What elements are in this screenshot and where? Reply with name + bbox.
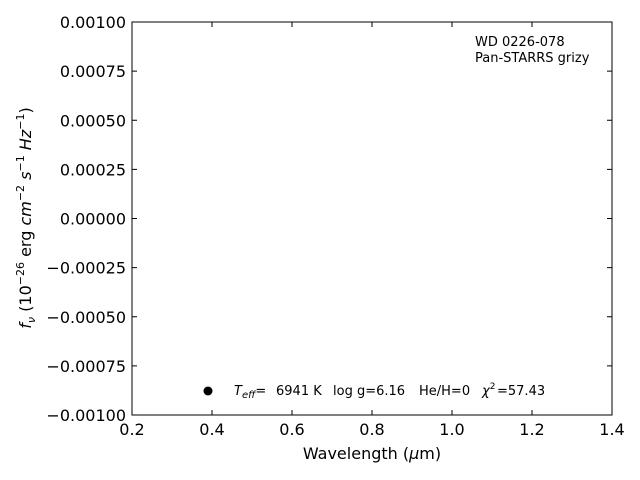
y-tick-label: −0.00025 <box>46 259 126 278</box>
y-axis-ticks: −0.00100 −0.00075 −0.00050 −0.00025 0.00000 0… <box>46 13 612 425</box>
x-tick-label: 1.0 <box>439 420 464 439</box>
y-tick-label: −0.00050 <box>46 308 126 327</box>
legend-marker <box>203 386 213 396</box>
y-tick-label: 0.00025 <box>60 160 126 179</box>
survey-name: Pan-STARRS grizy <box>475 51 590 66</box>
y-tick-label: 0.00075 <box>60 62 126 81</box>
fit-teff-value: 6941 K <box>276 384 322 399</box>
x-tick-label: 0.6 <box>279 420 304 439</box>
y-tick-label: 0.00000 <box>60 210 126 229</box>
y-tick-label: −0.00075 <box>46 357 126 376</box>
x-axis-ticks: 0.2 0.4 0.6 0.8 1.0 1.2 1.4 <box>119 22 625 439</box>
y-tick-label: 0.00100 <box>60 13 126 32</box>
fit-heh: He/H=0 <box>419 384 470 399</box>
fit-teff-label: Teff= <box>234 384 266 401</box>
y-tick-label: −0.00100 <box>46 406 126 425</box>
x-tick-label: 0.4 <box>199 420 224 439</box>
y-tick-label: 0.00050 <box>60 111 126 130</box>
x-tick-label: 0.2 <box>119 420 144 439</box>
x-tick-label: 1.2 <box>519 420 544 439</box>
x-tick-label: 0.8 <box>359 420 384 439</box>
fit-chi2-value: =57.43 <box>497 384 545 399</box>
y-axis-label: fν (10−26 erg cm−2 s−1 Hz−1) <box>14 107 38 328</box>
fit-logg: log g=6.16 <box>333 384 405 399</box>
x-tick-label: 1.4 <box>599 420 624 439</box>
x-axis-label: Wavelength (μm) <box>303 444 441 463</box>
object-name: WD 0226-078 <box>475 35 565 50</box>
fit-chi2-symbol: χ2 <box>481 382 495 399</box>
